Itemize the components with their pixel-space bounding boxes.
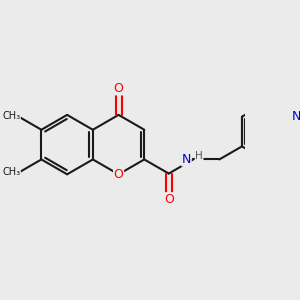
Text: O: O xyxy=(114,82,124,95)
Text: CH₃: CH₃ xyxy=(2,167,20,177)
Text: O: O xyxy=(114,168,124,181)
Text: N: N xyxy=(291,110,300,123)
Text: O: O xyxy=(164,193,174,206)
Text: N: N xyxy=(182,153,191,166)
Text: CH₃: CH₃ xyxy=(2,111,20,121)
Text: H: H xyxy=(195,151,203,161)
